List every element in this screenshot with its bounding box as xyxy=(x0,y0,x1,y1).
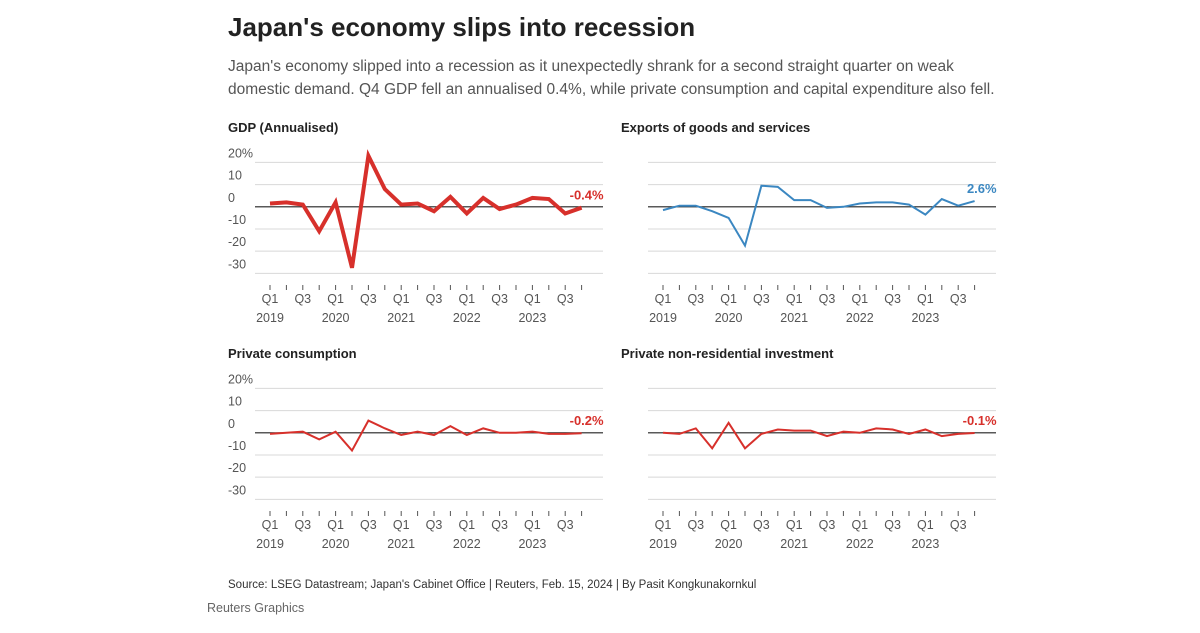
x-tick-label: Q3 xyxy=(950,292,967,306)
y-tick-label: -10 xyxy=(228,213,246,227)
line xyxy=(269,419,582,453)
x-tick-label: Q3 xyxy=(294,518,311,532)
panel-title: Private non-residential investment xyxy=(621,346,834,361)
x-year-label: 2022 xyxy=(453,311,481,325)
subtitle: Japan's economy slipped into a recession… xyxy=(228,58,954,75)
y-tick-label: 10 xyxy=(228,169,242,183)
x-tick-label: Q3 xyxy=(819,518,836,532)
x-tick-label: Q3 xyxy=(294,292,311,306)
y-tick-label: -20 xyxy=(228,235,246,249)
panel-title: GDP (Annualised) xyxy=(228,120,338,135)
x-tick-label: Q3 xyxy=(687,518,704,532)
x-year-label: 2019 xyxy=(256,311,284,325)
x-year-label: 2022 xyxy=(846,537,874,551)
panel-title: Private consumption xyxy=(228,346,357,361)
value-label: -0.1% xyxy=(963,413,997,428)
y-tick-label: -20 xyxy=(228,461,246,475)
value-label: -0.4% xyxy=(570,188,604,203)
y-tick-label: -30 xyxy=(228,257,246,271)
x-year-label: 2023 xyxy=(911,537,939,551)
value-label: 2.6% xyxy=(967,181,997,196)
x-tick-label: Q3 xyxy=(557,292,574,306)
x-tick-label: Q1 xyxy=(851,518,868,532)
x-tick-label: Q1 xyxy=(524,518,541,532)
x-tick-label: Q1 xyxy=(720,518,737,532)
x-year-label: 2020 xyxy=(322,537,350,551)
x-year-label: 2021 xyxy=(780,537,808,551)
x-year-label: 2019 xyxy=(649,311,677,325)
x-tick-label: Q1 xyxy=(786,292,803,306)
y-tick-label: 20% xyxy=(228,372,253,386)
x-tick-label: Q3 xyxy=(687,292,704,306)
x-tick-label: Q1 xyxy=(458,518,475,532)
x-tick-label: Q3 xyxy=(950,518,967,532)
y-tick-label: 0 xyxy=(228,417,235,431)
x-tick-label: Q3 xyxy=(426,292,443,306)
x-year-label: 2019 xyxy=(649,537,677,551)
x-year-label: 2023 xyxy=(518,537,546,551)
x-tick-label: Q3 xyxy=(884,518,901,532)
x-tick-label: Q1 xyxy=(655,518,672,532)
line xyxy=(662,184,975,249)
y-tick-label: 0 xyxy=(228,191,235,205)
x-tick-label: Q3 xyxy=(819,292,836,306)
x-tick-label: Q3 xyxy=(884,292,901,306)
x-tick-label: Q1 xyxy=(524,292,541,306)
line xyxy=(269,149,583,269)
x-tick-label: Q1 xyxy=(917,518,934,532)
x-year-label: 2021 xyxy=(780,311,808,325)
x-tick-label: Q1 xyxy=(851,292,868,306)
x-tick-label: Q1 xyxy=(458,292,475,306)
x-year-label: 2022 xyxy=(846,311,874,325)
x-tick-label: Q1 xyxy=(917,292,934,306)
x-tick-label: Q3 xyxy=(753,292,770,306)
x-tick-label: Q3 xyxy=(360,518,377,532)
x-tick-label: Q1 xyxy=(393,292,410,306)
x-tick-label: Q1 xyxy=(327,518,344,532)
panel-title: Exports of goods and services xyxy=(621,120,810,135)
x-year-label: 2023 xyxy=(518,311,546,325)
x-year-label: 2020 xyxy=(715,537,743,551)
x-tick-label: Q1 xyxy=(327,292,344,306)
x-tick-label: Q1 xyxy=(262,292,279,306)
x-tick-label: Q3 xyxy=(557,518,574,532)
subtitle: domestic demand. Q4 GDP fell an annualis… xyxy=(228,81,995,98)
x-year-label: 2019 xyxy=(256,537,284,551)
credit: Reuters Graphics xyxy=(207,601,304,615)
y-tick-label: 20% xyxy=(228,146,253,160)
source: Source: LSEG Datastream; Japan's Cabinet… xyxy=(228,579,756,591)
x-year-label: 2021 xyxy=(387,537,415,551)
x-tick-label: Q1 xyxy=(786,518,803,532)
x-tick-label: Q1 xyxy=(720,292,737,306)
x-tick-label: Q3 xyxy=(491,292,508,306)
x-tick-label: Q1 xyxy=(655,292,672,306)
x-tick-label: Q3 xyxy=(491,518,508,532)
y-tick-label: -10 xyxy=(228,439,246,453)
value-label: -0.2% xyxy=(570,413,604,428)
title: Japan's economy slips into recession xyxy=(228,12,695,42)
x-year-label: 2021 xyxy=(387,311,415,325)
x-year-label: 2022 xyxy=(453,537,481,551)
x-year-label: 2020 xyxy=(322,311,350,325)
x-tick-label: Q3 xyxy=(426,518,443,532)
x-year-label: 2020 xyxy=(715,311,743,325)
x-year-label: 2023 xyxy=(911,311,939,325)
x-tick-label: Q3 xyxy=(360,292,377,306)
y-tick-label: 10 xyxy=(228,395,242,409)
x-tick-label: Q3 xyxy=(753,518,770,532)
x-tick-label: Q1 xyxy=(262,518,279,532)
line xyxy=(662,420,975,451)
y-tick-label: -30 xyxy=(228,483,246,497)
x-tick-label: Q1 xyxy=(393,518,410,532)
